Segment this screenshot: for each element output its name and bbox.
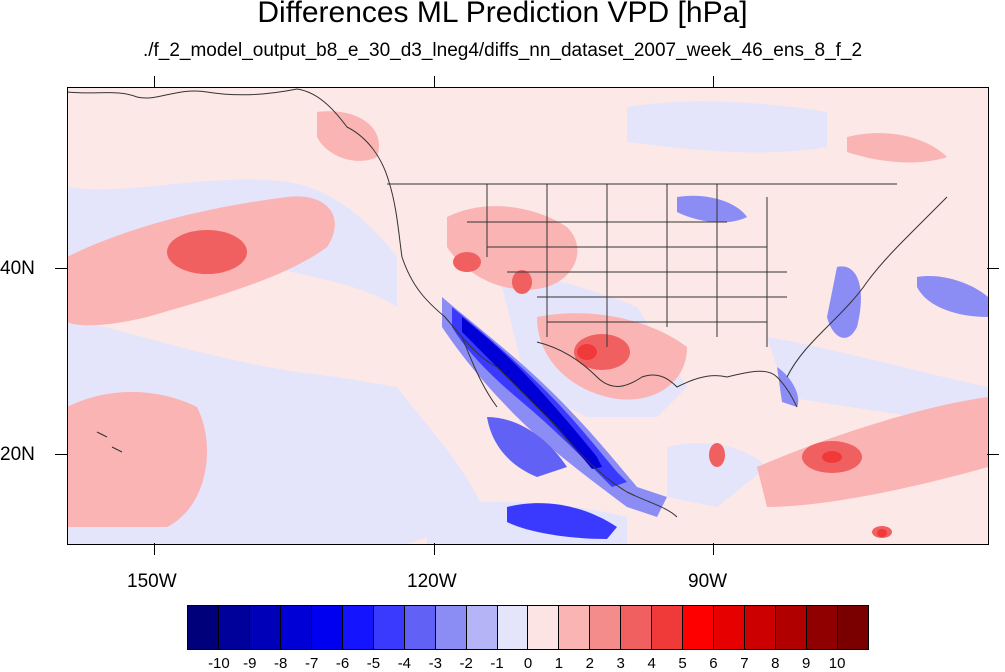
colorbar-label: -5 <box>366 655 381 672</box>
colorbar-swatch <box>373 606 405 649</box>
colorbar-swatch <box>404 606 436 649</box>
colorbar-swatch <box>280 606 312 649</box>
colorbar-swatch <box>745 606 777 649</box>
colorbar-swatch <box>188 606 219 649</box>
colorbar-label: 1 <box>554 655 564 672</box>
colorbar-label: 2 <box>585 655 594 672</box>
colorbar-swatch <box>807 606 839 649</box>
colorbar-label: -8 <box>274 655 288 672</box>
colorbar-swatch <box>497 606 529 649</box>
colorbar-label: 3 <box>616 655 625 672</box>
colorbar-label: -4 <box>397 655 412 672</box>
colorbar-label: -6 <box>335 655 350 672</box>
colorbar-swatch <box>466 606 498 649</box>
colorbar-label: 6 <box>709 655 718 672</box>
vpd-difference-map <box>67 87 988 544</box>
colorbar-swatch <box>590 606 622 649</box>
field-mexico-negative <box>442 297 667 539</box>
colorbar-label: -7 <box>304 655 319 672</box>
lat-label-20n: 20N <box>0 444 35 465</box>
colorbar-label: 5 <box>678 655 687 672</box>
colorbar-label: 0 <box>523 655 533 672</box>
coastlines <box>67 88 948 518</box>
field-east-negative <box>677 195 988 407</box>
colorbar-label: -10 <box>208 655 230 672</box>
colorbar-label: 9 <box>802 655 811 672</box>
colorbar-swatch <box>621 606 653 649</box>
colorbar-label: -3 <box>428 655 442 672</box>
map-subtitle: ./f_2_model_output_b8_e_30_d3_lneg4/diff… <box>142 40 863 61</box>
map-title: Differences ML Prediction VPD [hPa] <box>257 0 748 29</box>
colorbar <box>187 605 869 650</box>
colorbar-label: 10 <box>828 655 846 672</box>
colorbar-swatch <box>838 606 868 649</box>
colorbar-swatch <box>683 606 715 649</box>
colorbar-label: -2 <box>459 655 473 672</box>
colorbar-swatch <box>559 606 591 649</box>
colorbar-swatch <box>218 606 250 649</box>
lon-label-150w: 150W <box>127 571 177 592</box>
colorbar-label: 8 <box>771 655 780 672</box>
colorbar-label: -1 <box>490 655 504 672</box>
colorbar-swatch <box>249 606 281 649</box>
field-pos5 <box>577 344 887 537</box>
colorbar-swatch <box>435 606 467 649</box>
colorbar-swatch <box>652 606 684 649</box>
colorbar-swatch <box>342 606 374 649</box>
colorbar-swatch <box>311 606 343 649</box>
map-field <box>67 87 988 544</box>
colorbar-swatch <box>528 606 560 649</box>
lat-label-40n: 40N <box>0 258 35 279</box>
colorbar-label: -9 <box>243 655 257 672</box>
lon-label-120w: 120W <box>407 571 457 592</box>
colorbar-label: 4 <box>647 655 656 672</box>
lon-label-90w: 90W <box>688 571 728 592</box>
colorbar-swatch <box>714 606 746 649</box>
colorbar-label: 7 <box>740 655 749 672</box>
colorbar-swatch <box>776 606 808 649</box>
